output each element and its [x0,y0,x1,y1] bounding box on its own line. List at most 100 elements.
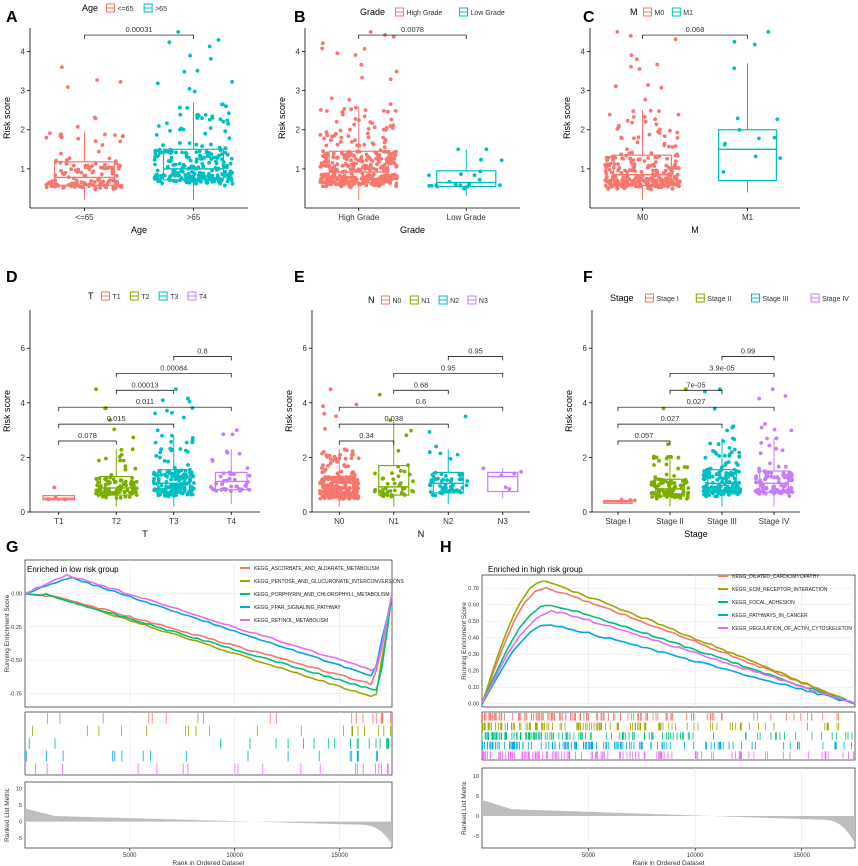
data-point [484,147,489,152]
data-point [158,179,163,184]
data-point [702,469,707,473]
box [53,161,116,186]
comparison-bracket [447,356,504,361]
y-axis-label: Risk score [564,390,574,432]
data-point [392,161,397,166]
y-tick-label: 3 [296,87,301,96]
data-point [783,394,788,398]
data-point [151,479,156,483]
data-point [346,464,351,469]
data-point [123,467,128,472]
data-point [160,433,164,438]
data-point [674,165,678,170]
x-tick-label: 15000 [793,853,810,859]
data-point [355,478,360,483]
data-point [127,495,132,499]
data-point [227,476,232,481]
data-point [734,461,739,465]
data-point [333,167,338,172]
data-point [323,155,327,160]
data-point [224,449,229,454]
legend-label: Stage III [763,296,789,303]
data-point [380,476,385,481]
data-point [322,136,326,141]
data-point [94,477,99,481]
data-point [726,474,731,479]
data-point [668,128,672,133]
data-point [325,133,330,138]
comparison-bracket [338,406,504,412]
data-point [396,448,401,453]
data-point [152,487,157,492]
data-point [209,157,214,161]
box [613,154,672,186]
data-point [717,476,722,480]
data-point [229,484,234,489]
data-point [325,109,329,113]
data-point [615,30,620,34]
data-point [178,447,183,451]
comparison-bracket [393,389,449,395]
data-point [675,152,679,157]
data-point [774,446,778,451]
data-point [727,492,731,497]
data-point [352,122,356,127]
data-point [209,173,213,178]
data-point [334,483,339,488]
data-point [463,414,468,419]
data-point [428,483,433,488]
data-point [94,387,98,392]
data-point [111,477,116,482]
data-point [730,484,735,488]
data-point [114,496,119,500]
data-point [389,155,393,160]
data-point [92,180,97,184]
y-tick-label: 0.00 [11,591,22,597]
data-point [165,408,169,413]
p-value-label: 0.68 [414,380,429,389]
data-point [404,433,409,438]
data-point [158,455,162,460]
data-point [331,154,336,159]
data-point [712,449,717,454]
data-point [634,175,638,180]
x-axis-label: Stage [684,529,708,539]
data-point [134,493,139,497]
legend-label: M0 [655,10,665,17]
metric-axis-label: Ranked List Metric [4,787,11,842]
data-point [159,483,164,488]
data-point [621,175,626,180]
data-point [355,493,359,497]
panel-B: B Grade High Grade Low Grade 1 2 3 4 Risk score G… [277,7,520,235]
data-point [648,108,653,113]
data-point [173,465,177,470]
data-point [227,136,232,141]
data-point [133,466,138,471]
y-tick-label: 1 [21,165,26,174]
data-point [109,473,114,477]
data-point [347,97,352,102]
data-point [184,152,189,156]
data-point [651,454,656,459]
data-point [776,464,781,469]
data-point [704,494,708,498]
data-point [187,180,192,185]
data-point [359,62,364,67]
data-point [64,158,69,163]
data-point [188,158,193,163]
legend-label: Low Grade [471,10,505,17]
data-point [467,182,472,187]
data-point [170,410,174,415]
data-point [620,136,624,141]
data-point [121,458,126,463]
legend-label: Stage IV [822,296,849,303]
data-point [82,180,86,185]
legend-label: KEGG_ASCORBATE_AND_ALDARATE_METABOLISM [254,566,379,572]
data-point [108,418,112,422]
data-point [788,470,792,475]
data-point [632,115,636,119]
hits-frame [24,711,393,776]
data-point [176,30,181,34]
data-point [88,165,92,170]
data-point [131,435,136,440]
